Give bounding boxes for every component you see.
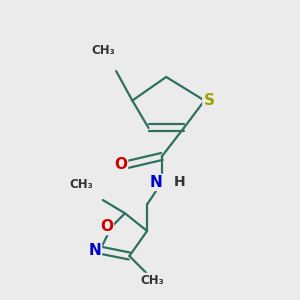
Text: CH₃: CH₃ bbox=[69, 178, 93, 191]
Text: H: H bbox=[174, 176, 185, 189]
Text: O: O bbox=[100, 219, 113, 234]
Text: N: N bbox=[150, 175, 163, 190]
Text: S: S bbox=[203, 93, 214, 108]
Text: CH₃: CH₃ bbox=[140, 274, 164, 286]
Text: N: N bbox=[88, 243, 101, 258]
Text: O: O bbox=[114, 157, 127, 172]
Text: CH₃: CH₃ bbox=[91, 44, 115, 57]
